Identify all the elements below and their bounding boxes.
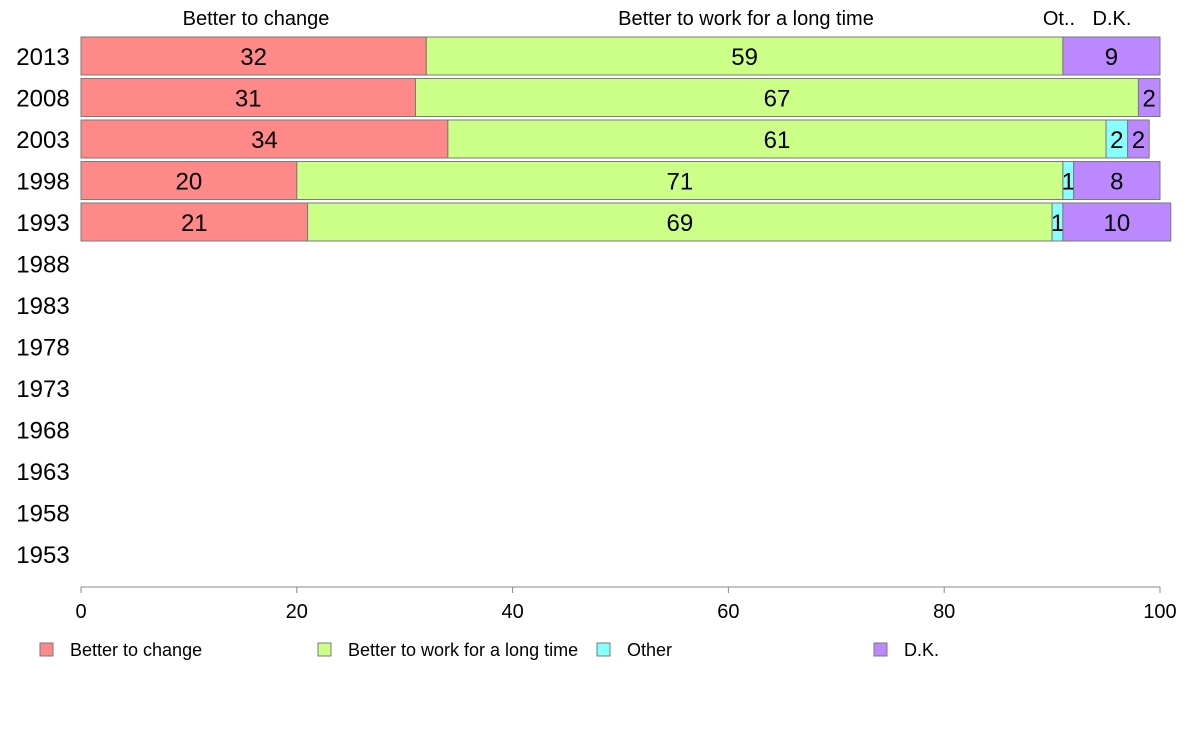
bar-segment (447, 119, 1107, 159)
bar-segment (80, 202, 309, 242)
bar-segment (1127, 119, 1150, 159)
legend-label: Better to change (70, 640, 202, 660)
bar-segment (296, 161, 1064, 200)
legend-label: D.K. (904, 640, 939, 660)
bar-segment (414, 78, 1139, 117)
y-label: 1993 (16, 210, 69, 237)
data-label: 21 (181, 210, 208, 237)
y-label: 1983 (16, 293, 69, 320)
bar-segment (80, 36, 427, 76)
y-label: 1963 (16, 459, 69, 486)
x-tick-label: 60 (717, 601, 739, 623)
data-label: 8 (1110, 169, 1123, 196)
data-label: 9 (1105, 44, 1118, 71)
data-label: 61 (764, 127, 791, 154)
y-label: 1968 (16, 418, 69, 445)
bar-segment (80, 161, 298, 200)
y-label: 1998 (16, 169, 69, 196)
x-tick-label: 0 (75, 601, 86, 623)
data-label: 20 (176, 169, 203, 196)
y-label: 1973 (16, 376, 69, 403)
y-label: 2013 (16, 44, 69, 71)
x-axis: 0 20 40 60 80 100 (75, 586, 1177, 623)
bar-segment (1062, 36, 1161, 76)
y-label: 1958 (16, 501, 69, 528)
legend-label: Other (627, 640, 672, 660)
x-tick-label: 20 (286, 601, 308, 623)
data-label: 34 (251, 127, 278, 154)
top-labels: Better to change Better to work for a lon… (183, 8, 1132, 30)
data-label: 31 (235, 86, 262, 113)
top-label: Better to work for a long time (618, 8, 874, 30)
data-label: 67 (764, 86, 791, 113)
data-label: 69 (666, 210, 693, 237)
legend-swatch (873, 642, 888, 657)
bar-segment (80, 119, 449, 159)
x-tick-label: 80 (933, 601, 955, 623)
legend-swatch (317, 642, 332, 657)
data-label: 1 (1062, 169, 1075, 196)
y-label: 1988 (16, 252, 69, 279)
legend-swatch (596, 642, 611, 657)
data-label: 59 (731, 44, 758, 71)
legend: Better to change Better to work for a lon… (39, 640, 939, 660)
data-label: 2 (1143, 86, 1156, 113)
bars: 32 59 931 67 234 61 2 220 71 1 821 69 1 10 (80, 36, 1172, 242)
data-label: 2 (1110, 127, 1123, 154)
data-label: 2 (1132, 127, 1145, 154)
top-label: Ot.. (1043, 8, 1075, 30)
bar-segment (1062, 202, 1172, 242)
data-label: 10 (1103, 210, 1130, 237)
x-tick-label: 40 (501, 601, 523, 623)
data-label: 71 (666, 169, 693, 196)
y-label: 1978 (16, 335, 69, 362)
y-axis-labels: 2013 2008 2003 1998 1993 1988 1983 1978 1973 1968… (16, 44, 69, 569)
y-label: 1953 (16, 542, 69, 569)
top-label: D.K. (1093, 8, 1132, 30)
y-label: 2003 (16, 127, 69, 154)
bar-segment (1073, 161, 1161, 200)
bar-segment (80, 78, 416, 117)
top-label: Better to change (183, 8, 330, 30)
bar-segment (1137, 78, 1161, 117)
legend-swatch (39, 642, 54, 657)
x-tick-label: 100 (1143, 601, 1176, 623)
legend-label: Better to work for a long time (348, 640, 578, 660)
bar-segment (425, 36, 1064, 76)
bar-segment (307, 202, 1053, 242)
y-label: 2008 (16, 86, 69, 113)
data-label: 32 (240, 44, 267, 71)
data-label: 1 (1051, 210, 1064, 237)
